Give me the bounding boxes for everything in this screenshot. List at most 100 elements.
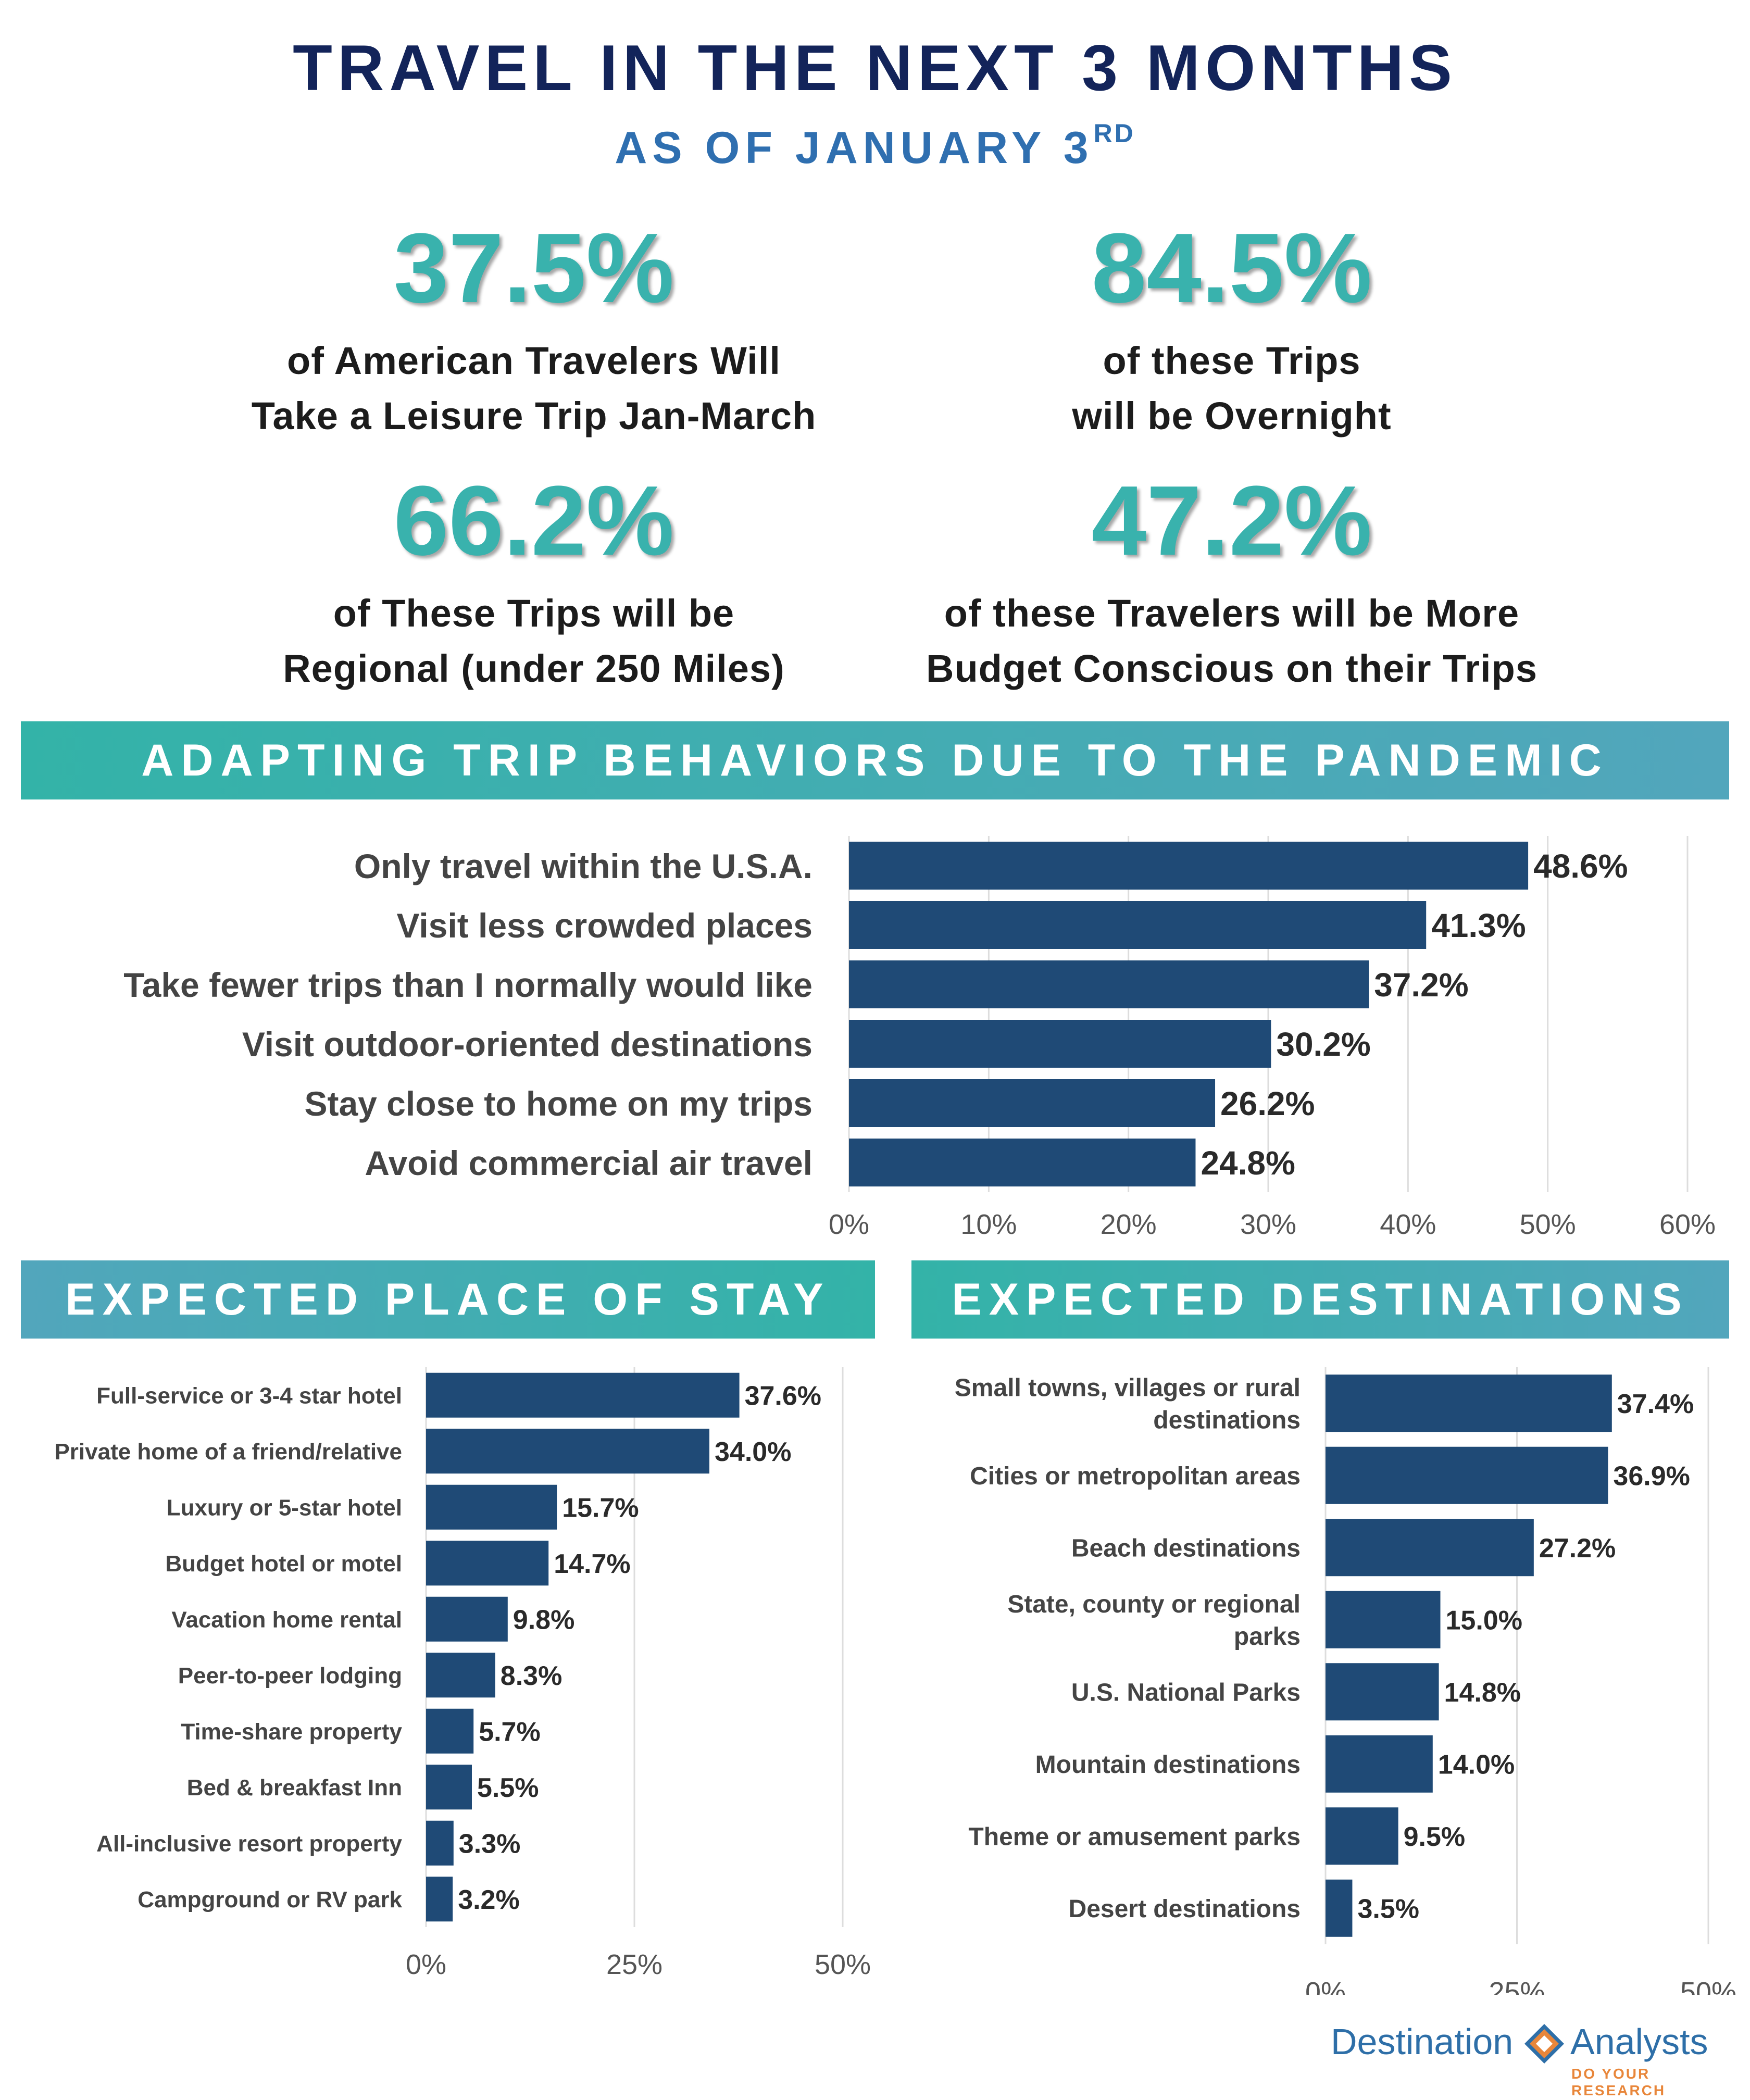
category-label: Avoid commercial air travel xyxy=(365,1144,813,1182)
bar-value-label: 9.8% xyxy=(513,1605,575,1635)
stat-desc-line2: Budget Conscious on their Trips xyxy=(926,647,1538,690)
bar xyxy=(426,1820,454,1866)
category-label-line: Small towns, villages or rural xyxy=(955,1374,1301,1402)
category-label: Budget hotel or motel xyxy=(165,1551,402,1577)
section-banner-destinations: EXPECTED DESTINATIONS xyxy=(911,1260,1729,1339)
category-label: Only travel within the U.S.A. xyxy=(354,847,813,885)
bar xyxy=(426,1484,557,1530)
bar xyxy=(849,842,1529,890)
bar xyxy=(426,1877,453,1922)
bar xyxy=(426,1541,549,1586)
category-label: Mountain destinations xyxy=(1035,1751,1301,1779)
category-label-line: Time-share property xyxy=(181,1719,402,1745)
bar xyxy=(849,1020,1271,1068)
axis-tick-label: 0% xyxy=(406,1949,446,1980)
chart-place-of-stay: 37.6% Full-service or 3-4 star hotel 34.0%… xyxy=(54,1367,871,1980)
page-subtitle: AS OF JANUARY 3RD xyxy=(0,119,1750,174)
category-label-line: Campground or RV park xyxy=(138,1887,402,1913)
stat-value: 66.2% xyxy=(393,466,674,576)
category-label: Small towns, villages or rural destinatio… xyxy=(955,1374,1301,1434)
stat-value: 47.2% xyxy=(1091,466,1372,576)
category-label-line: Take fewer trips than I normally would l… xyxy=(123,966,813,1004)
category-label-line: State, county or regional xyxy=(1007,1591,1301,1618)
logo-tagline: DO YOUR RESEARCH xyxy=(1571,2066,1666,2098)
bar-value-label: 5.5% xyxy=(477,1773,539,1803)
bar xyxy=(849,901,1427,949)
bar-value-label: 30.2% xyxy=(1276,1026,1370,1063)
diamond-logo-icon xyxy=(1524,2024,1564,2064)
category-label: Visit outdoor-oriented destinations xyxy=(242,1025,813,1064)
bar-value-label: 14.7% xyxy=(554,1549,630,1579)
bar-value-label: 41.3% xyxy=(1431,907,1526,944)
bar xyxy=(426,1429,709,1474)
subtitle-text: AS OF JANUARY 3 xyxy=(615,123,1094,173)
axis-tick-label: 40% xyxy=(1380,1209,1436,1240)
bar xyxy=(1326,1735,1433,1793)
category-label: All-inclusive resort property xyxy=(96,1831,402,1857)
category-label-line: Stay close to home on my trips xyxy=(304,1084,813,1123)
bar-value-label: 8.3% xyxy=(501,1661,562,1691)
category-label: Private home of a friend/relative xyxy=(54,1439,402,1465)
bar-value-label: 24.8% xyxy=(1201,1144,1295,1182)
category-label-line: Beach destinations xyxy=(1071,1535,1301,1562)
chart-destinations: 37.4% Small towns, villages or rural desti… xyxy=(955,1367,1736,1995)
stat-desc-line1: of These Trips will be xyxy=(333,592,735,635)
bar xyxy=(849,1139,1196,1186)
axis-tick-label: 25% xyxy=(606,1949,662,1980)
stat-value: 37.5% xyxy=(393,213,674,323)
category-label-line: Visit less crowded places xyxy=(396,906,813,945)
category-label-line: Vacation home rental xyxy=(171,1607,402,1633)
bar xyxy=(1326,1374,1612,1432)
bar xyxy=(426,1765,472,1810)
axis-tick-label: 25% xyxy=(1489,1977,1545,1995)
category-label-line: Visit outdoor-oriented destinations xyxy=(242,1025,813,1064)
category-label: U.S. National Parks xyxy=(1071,1679,1301,1707)
category-label: Take fewer trips than I normally would l… xyxy=(123,966,813,1004)
category-label: Desert destinations xyxy=(1069,1895,1301,1923)
bar-value-label: 48.6% xyxy=(1533,847,1628,885)
category-label: Bed & breakfast Inn xyxy=(187,1775,402,1801)
bar-value-label: 9.5% xyxy=(1404,1822,1466,1852)
logo-right-word: Analysts xyxy=(1570,2021,1708,2062)
bar-value-label: 27.2% xyxy=(1539,1533,1616,1564)
category-label-line: Luxury or 5-star hotel xyxy=(167,1495,402,1521)
bar-value-label: 5.7% xyxy=(479,1717,541,1747)
bar xyxy=(426,1372,740,1418)
category-label-line: Theme or amusement parks xyxy=(968,1823,1301,1851)
axis-tick-label: 30% xyxy=(1240,1209,1296,1240)
bar-value-label: 26.2% xyxy=(1220,1085,1315,1122)
stat-regional: 66.2% of These Trips will be Regional (un… xyxy=(143,471,924,696)
stat-budget-conscious: 47.2% of these Travelers will be More Bud… xyxy=(841,471,1622,696)
category-label-line: destinations xyxy=(1153,1407,1301,1434)
category-label-line: Full-service or 3-4 star hotel xyxy=(96,1383,402,1409)
bar xyxy=(426,1708,474,1754)
stat-desc-line1: of these Travelers will be More xyxy=(944,592,1520,635)
bar-value-label: 37.4% xyxy=(1617,1389,1694,1419)
category-label: Time-share property xyxy=(181,1719,402,1745)
axis-tick-label: 20% xyxy=(1101,1209,1157,1240)
stat-value: 84.5% xyxy=(1091,213,1372,323)
category-label: State, county or regional parks xyxy=(1007,1591,1301,1651)
axis-tick-label: 50% xyxy=(1680,1977,1736,1995)
category-label: Stay close to home on my trips xyxy=(304,1084,813,1123)
bar xyxy=(1326,1519,1534,1577)
stat-desc-line2: will be Overnight xyxy=(1072,394,1392,438)
bar-value-label: 34.0% xyxy=(715,1437,791,1467)
category-label-line: Budget hotel or motel xyxy=(165,1551,402,1577)
bar-value-label: 37.2% xyxy=(1374,966,1468,1004)
bar-value-label: 36.9% xyxy=(1613,1461,1690,1491)
bar xyxy=(849,1079,1216,1127)
bar-value-label: 15.0% xyxy=(1446,1605,1522,1635)
stat-leisure-trip: 37.5% of American Travelers Will Take a L… xyxy=(143,219,924,444)
category-label-line: Peer-to-peer lodging xyxy=(178,1663,402,1689)
category-label: Vacation home rental xyxy=(171,1607,402,1633)
bar-value-label: 3.3% xyxy=(459,1829,521,1859)
bar xyxy=(1326,1663,1439,1721)
category-label: Campground or RV park xyxy=(138,1887,402,1913)
category-label: Peer-to-peer lodging xyxy=(178,1663,402,1689)
axis-tick-label: 0% xyxy=(1305,1977,1346,1995)
bar xyxy=(849,960,1369,1008)
category-label-line: Only travel within the U.S.A. xyxy=(354,847,813,885)
axis-tick-label: 60% xyxy=(1659,1209,1716,1240)
category-label-line: All-inclusive resort property xyxy=(96,1831,402,1857)
